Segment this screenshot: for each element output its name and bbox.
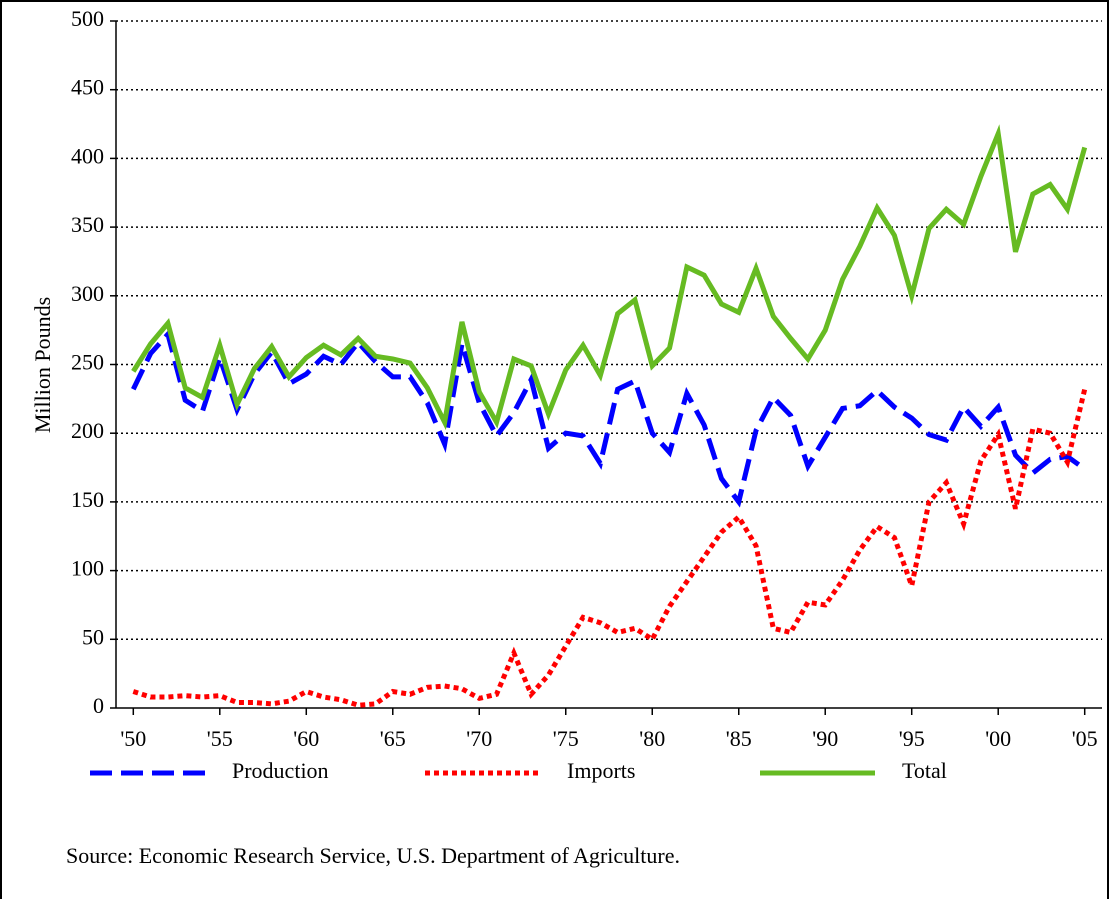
x-tick-label: '65 — [380, 726, 406, 751]
x-tick-label: '70 — [466, 726, 492, 751]
x-tick-label: '55 — [207, 726, 233, 751]
y-tick-label: 400 — [71, 143, 104, 168]
y-tick-label: 350 — [71, 212, 104, 237]
y-axis-title: Million Pounds — [30, 297, 55, 433]
source-note: Source: Economic Research Service, U.S. … — [66, 843, 680, 868]
x-tick-label: '95 — [899, 726, 925, 751]
x-tick-label: '60 — [293, 726, 319, 751]
y-tick-label: 150 — [71, 487, 104, 512]
y-tick-label: 300 — [71, 281, 104, 306]
y-tick-label: 200 — [71, 418, 104, 443]
legend-label: Total — [902, 758, 947, 783]
x-tick-label: '50 — [120, 726, 146, 751]
y-tick-label: 100 — [71, 556, 104, 581]
x-tick-label: '00 — [985, 726, 1011, 751]
x-tick-label: '05 — [1072, 726, 1098, 751]
x-tick-label: '90 — [812, 726, 838, 751]
legend-label: Imports — [567, 758, 635, 783]
series-line — [131, 329, 1087, 508]
series-line — [132, 388, 1088, 708]
y-tick-label: 250 — [71, 350, 104, 375]
y-tick-label: 500 — [71, 6, 104, 31]
y-tick-label: 50 — [82, 624, 104, 649]
x-tick-label: '80 — [639, 726, 665, 751]
y-tick-label: 450 — [71, 75, 104, 100]
y-tick-label: 0 — [93, 693, 104, 718]
series-line — [131, 124, 1088, 431]
legend-label: Production — [232, 758, 329, 783]
x-tick-label: '85 — [726, 726, 752, 751]
x-tick-label: '75 — [553, 726, 579, 751]
